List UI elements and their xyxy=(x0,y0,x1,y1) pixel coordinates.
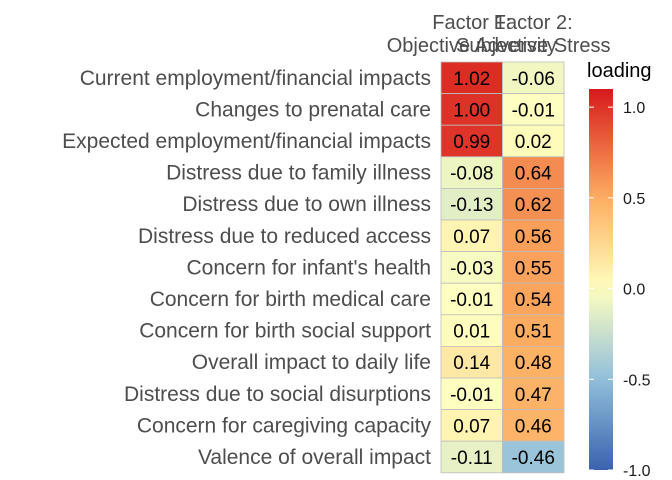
heatmap-cell xyxy=(502,187,565,221)
cell-label: -0.01 xyxy=(450,290,493,311)
cell-label: -0.06 xyxy=(512,69,555,90)
legend-colorbar xyxy=(589,89,613,470)
heatmap-cell xyxy=(502,409,565,442)
cell-label: 0.51 xyxy=(515,322,552,343)
row-label: Overall impact to daily life xyxy=(192,351,431,374)
heatmap-cell xyxy=(440,345,503,379)
cell-label: 0.46 xyxy=(515,416,552,437)
heatmap-cell xyxy=(502,251,565,284)
heatmap-cell xyxy=(502,282,565,316)
row-label: Concern for infant's health xyxy=(187,256,431,279)
cell-label: 0.48 xyxy=(515,353,552,374)
cell-label: -0.08 xyxy=(450,164,493,185)
cell-label: 0.47 xyxy=(515,385,552,406)
heatmap-cell xyxy=(502,440,565,474)
heatmap-cell xyxy=(440,377,503,411)
cell-label: -0.01 xyxy=(450,385,493,406)
legend-tick-label: -0.5 xyxy=(623,372,651,389)
heatmap-cell xyxy=(440,440,503,474)
row-label: Distress due to social disurptions xyxy=(124,383,431,406)
cell-label: -0.13 xyxy=(450,195,493,216)
cell-label: 0.14 xyxy=(453,353,490,374)
cell-label: 1.00 xyxy=(453,100,490,121)
cell-label: -0.03 xyxy=(450,258,493,279)
cell-label: 1.02 xyxy=(453,69,490,90)
row-label: Concern for caregiving capacity xyxy=(137,414,432,437)
heatmap-cell xyxy=(502,345,565,379)
legend-tick-label: 0.5 xyxy=(623,191,645,208)
heatmap-cell xyxy=(502,61,565,95)
legend-tick-label: -1.0 xyxy=(623,463,651,480)
heatmap-cell xyxy=(440,93,503,126)
cell-label: 0.99 xyxy=(453,132,490,153)
cell-label: -0.46 xyxy=(512,448,555,469)
legend-tick-label: 1.0 xyxy=(623,100,645,117)
cell-label: 0.07 xyxy=(453,227,490,248)
row-label: Expected employment/financial impacts xyxy=(62,130,431,153)
cell-label: 0.56 xyxy=(515,227,552,248)
cell-label: 0.64 xyxy=(515,164,552,185)
row-label: Concern for birth social support xyxy=(139,320,431,343)
heatmap-cell xyxy=(440,409,503,442)
cell-label: 0.62 xyxy=(515,195,552,216)
column-label: Factor 2: Subjective Stress xyxy=(456,12,611,57)
row-label: Distress due to family illness xyxy=(166,162,431,185)
row-label: Changes to prenatal care xyxy=(195,98,431,121)
heatmap-cell xyxy=(502,377,565,411)
heatmap-cell xyxy=(502,156,565,189)
cell-label: 0.01 xyxy=(453,322,490,343)
cell-label: 0.02 xyxy=(515,132,552,153)
heatmap-cell xyxy=(502,314,565,347)
column-label: Factor 1: Objective Adversity xyxy=(387,12,557,57)
legend-title: loading xyxy=(587,60,652,82)
heatmap-cell xyxy=(502,124,565,158)
heatmap-cell xyxy=(440,61,503,95)
cell-label: -0.11 xyxy=(451,448,493,469)
heatmap-cell xyxy=(502,93,565,126)
cell-label: 0.55 xyxy=(515,258,552,279)
cell-label: 0.54 xyxy=(515,290,552,311)
heatmap-cell xyxy=(440,314,503,347)
legend-tick-label: 0.0 xyxy=(623,282,645,299)
row-label: Concern for birth medical care xyxy=(150,288,431,311)
row-label: Valence of overall impact xyxy=(198,446,431,469)
row-label: Distress due to reduced access xyxy=(138,225,431,248)
heatmap-cell xyxy=(502,219,565,253)
cell-label: -0.01 xyxy=(512,100,555,121)
row-label: Distress due to own illness xyxy=(182,193,431,216)
cell-label: 0.07 xyxy=(453,416,490,437)
row-label: Current employment/financial impacts xyxy=(80,67,431,90)
